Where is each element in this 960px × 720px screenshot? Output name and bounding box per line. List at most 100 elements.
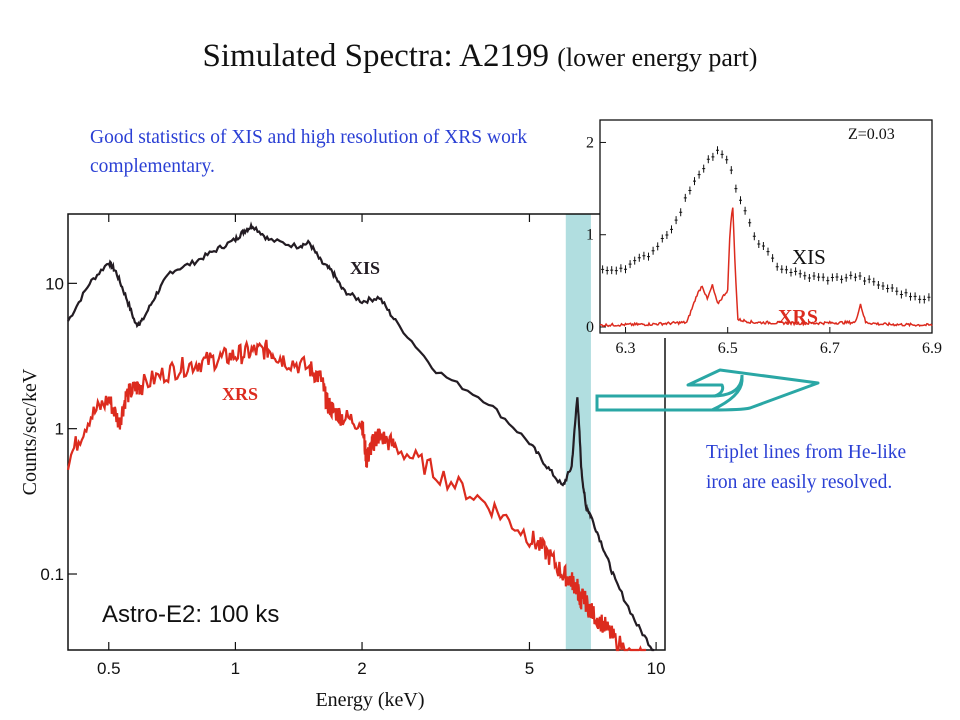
inset-xis-point xyxy=(642,251,646,260)
astro-annotation: Astro-E2: 100 ks xyxy=(102,601,279,628)
inset-xis-point xyxy=(890,284,894,292)
inset-xis-point xyxy=(665,231,669,239)
inset-series-xrs xyxy=(599,207,933,328)
note-complementary: Good statistics of XIS and high resoluti… xyxy=(90,127,528,177)
inset-xis-point xyxy=(817,273,821,282)
inset-plot-frame xyxy=(599,119,933,334)
inset-xis-point xyxy=(711,152,715,161)
y-tick-label: 10 xyxy=(45,274,64,293)
inset-xis-point xyxy=(610,266,614,275)
inset-xis-point xyxy=(656,242,660,251)
inset-xis-point xyxy=(674,216,678,225)
series-line-xrs xyxy=(66,339,647,652)
inset-xis-point xyxy=(748,218,752,227)
inset-series-xis xyxy=(601,146,931,304)
x-tick-label: 0.5 xyxy=(97,659,121,678)
inset-background xyxy=(600,102,932,338)
inset-xis-point xyxy=(670,225,673,234)
inset-xis-point xyxy=(918,295,922,304)
inset-xis-point xyxy=(826,276,830,285)
inset-xis-point xyxy=(844,273,848,282)
note-triplet: Triplet lines from He-like iron are easi… xyxy=(706,442,907,493)
inset-xis-point xyxy=(789,268,793,277)
inset-xis-point xyxy=(716,146,719,155)
inset-xis-point xyxy=(863,277,867,285)
inset-xis-point xyxy=(651,246,655,255)
inset-y-tick-label: 2 xyxy=(586,134,594,151)
inset-xis-point xyxy=(757,240,761,248)
x-tick-label: 2 xyxy=(357,659,366,678)
inset-x-tick-label: 6.3 xyxy=(616,340,636,357)
inset-xis-point xyxy=(794,267,798,276)
inset-xis-point xyxy=(628,260,632,269)
inset-xis-point xyxy=(619,264,623,273)
inset-xis-point xyxy=(697,170,701,179)
inset-xis-point xyxy=(812,272,816,280)
inset-xis-point xyxy=(771,254,775,263)
inset-xis-point xyxy=(766,247,770,256)
inset-x-tick-label: 6.7 xyxy=(820,340,840,357)
inset-xis-point xyxy=(830,273,834,282)
inset-xis-point xyxy=(729,166,733,175)
callout-arrow-icon xyxy=(595,368,820,412)
x-tick-label: 1 xyxy=(231,659,240,678)
inset-xis-point xyxy=(821,273,825,282)
inset-xis-point xyxy=(637,253,641,262)
inset-xis-point xyxy=(853,273,857,282)
inset-xis-point xyxy=(784,265,788,274)
callout-arrow-body xyxy=(595,374,744,412)
y-tick-label: 0.1 xyxy=(40,565,64,584)
label-xis: XIS xyxy=(350,258,380,278)
inset-xis-point xyxy=(872,277,876,286)
inset-xis-point xyxy=(909,292,912,301)
y-tick-label: 1 xyxy=(55,420,64,439)
inset-xis-point xyxy=(858,272,862,280)
inset-xis-point xyxy=(601,265,605,274)
inset-xis-point xyxy=(927,293,931,302)
title-sub: (lower energy part) xyxy=(557,43,758,72)
series-line-xis xyxy=(67,221,655,652)
inset-xis-point xyxy=(835,273,839,281)
inset-xis-point xyxy=(807,274,811,282)
inset-xis-point xyxy=(775,262,779,271)
inset-xis-point xyxy=(679,208,683,217)
inset-xis-point xyxy=(706,155,710,164)
inset-xis-point xyxy=(840,275,844,284)
slide-title: Simulated Spectra: A2199 (lower energy p… xyxy=(0,38,960,75)
inset-xis-point xyxy=(895,287,899,296)
inset-x-tick-label: 6.5 xyxy=(718,340,738,357)
inset-xis-point xyxy=(702,164,706,173)
inset-xis-point xyxy=(633,256,637,265)
inset-xis-point xyxy=(849,271,853,280)
inset-xis-point xyxy=(720,150,724,159)
inset-y-tick-label: 0 xyxy=(586,319,594,336)
inset-annotation: Z=0.03 xyxy=(848,126,895,143)
inset-y-tick-label: 1 xyxy=(586,227,594,244)
inset-xis-point xyxy=(876,281,880,289)
inset-xis-point xyxy=(761,242,765,250)
inset-xis-point xyxy=(688,186,692,195)
inset-xis-point xyxy=(913,292,917,301)
inset-label-xis: XIS xyxy=(792,245,826,269)
inset-xis-point xyxy=(886,284,890,293)
inset-xis-point xyxy=(743,206,747,215)
inset-xis-point xyxy=(899,290,903,299)
inset-xis-point xyxy=(660,234,664,243)
inset-xis-point xyxy=(683,193,687,202)
inset-xis-point xyxy=(904,288,908,297)
inset-xis-point xyxy=(867,275,871,284)
inset-ticks: 6.3 6.5 6.7 6.9 0 1 2 xyxy=(586,134,942,357)
inset-label-xrs: XRS xyxy=(778,306,818,328)
inset-xis-point xyxy=(739,196,742,205)
x-tick-label: 5 xyxy=(525,659,534,678)
x-axis-title: Energy (keV) xyxy=(315,689,424,711)
inset-xis-point xyxy=(752,232,756,241)
inset-xis-point xyxy=(922,295,926,304)
main-plot-frame xyxy=(67,213,666,651)
inset-xis-point xyxy=(881,282,885,290)
inset-xis-point xyxy=(725,155,729,164)
inset-xis-point xyxy=(803,271,807,280)
y-axis-title: Counts/sec/keV xyxy=(19,368,41,495)
